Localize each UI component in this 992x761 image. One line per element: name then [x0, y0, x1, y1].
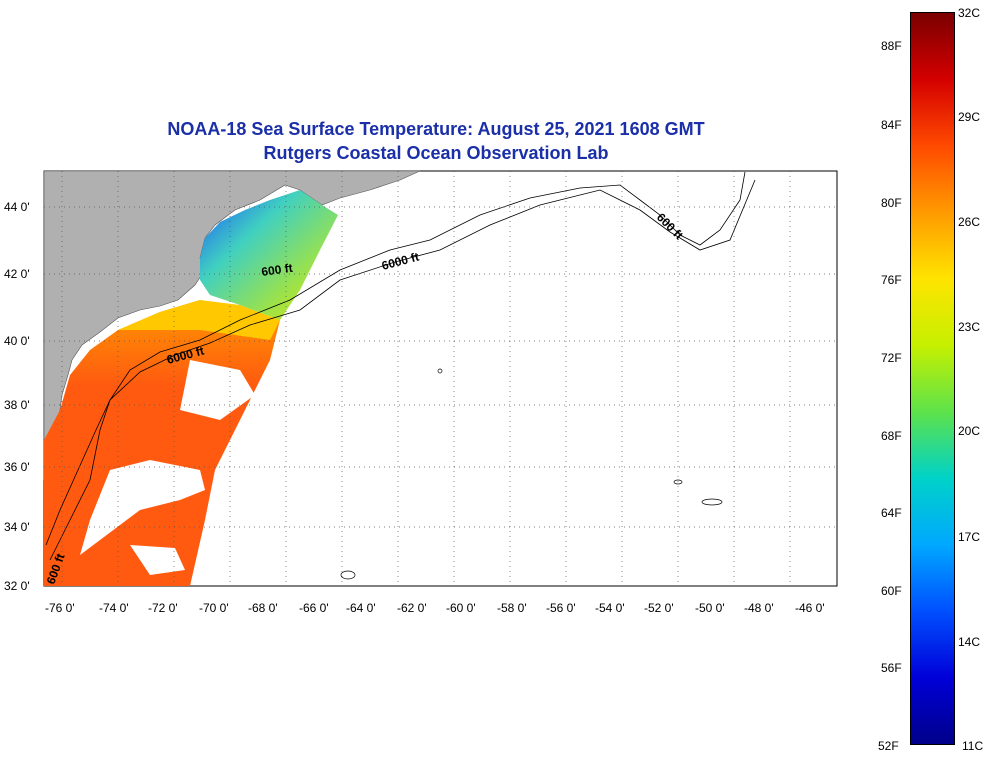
cbar-f-label: 76F: [881, 273, 902, 287]
contour-6000ft: [45, 179, 756, 546]
lat-tick: 36 0': [4, 460, 30, 474]
lat-tick: 40 0': [4, 334, 30, 348]
lon-tick: -62 0': [397, 601, 427, 615]
cbar-f-label: 52F: [878, 739, 899, 753]
cbar-f-label: 80F: [881, 196, 902, 210]
cbar-c-label: 32C: [958, 6, 981, 20]
lon-tick: -70 0': [199, 601, 229, 615]
lon-tick: -46 0': [795, 601, 825, 615]
temperature-colorbar: [910, 12, 955, 745]
lat-tick: 38 0': [4, 398, 30, 412]
map-subtitle: Rutgers Coastal Ocean Observation Lab: [263, 143, 609, 163]
lon-tick: -56 0': [546, 601, 576, 615]
lon-tick: -74 0': [99, 601, 129, 615]
lon-tick: -52 0': [644, 601, 674, 615]
lon-tick: -64 0': [346, 601, 376, 615]
lon-tick: -66 0': [299, 601, 329, 615]
lat-axis: 44 0' 42 0' 40 0' 38 0' 36 0' 34 0' 32 0…: [4, 200, 30, 593]
lat-tick: 32 0': [4, 579, 30, 593]
lon-tick: -76 0': [45, 601, 75, 615]
cbar-f-label: 68F: [881, 429, 902, 443]
cbar-c-label: 29C: [958, 110, 981, 124]
lon-axis: -76 0' -74 0' -72 0' -70 0' -68 0' -66 0…: [45, 601, 825, 615]
lat-tick: 42 0': [4, 267, 30, 281]
lon-tick: -48 0': [744, 601, 774, 615]
lon-tick: -50 0': [695, 601, 725, 615]
contour-600ft: [49, 171, 746, 561]
cbar-f-label: 56F: [881, 661, 902, 675]
sst-cool-swath: [200, 190, 338, 320]
sst-map: 600 ft 6000 ft 6000 ft 600 ft 600 ft 44 …: [4, 170, 838, 615]
map-title: NOAA-18 Sea Surface Temperature: August …: [167, 119, 705, 139]
cbar-f-label: 88F: [881, 39, 902, 53]
cbar-c-label: 26C: [958, 215, 981, 229]
cbar-c-label: 23C: [958, 320, 981, 334]
cbar-f-label: 64F: [881, 506, 902, 520]
cbar-c-label: 14C: [958, 635, 981, 649]
grid: [44, 171, 837, 586]
cbar-f-label: 60F: [881, 584, 902, 598]
cbar-c-label: 17C: [958, 530, 981, 544]
lat-tick: 34 0': [4, 520, 30, 534]
cbar-f-label: 72F: [881, 351, 902, 365]
lon-tick: -58 0': [497, 601, 527, 615]
cbar-c-label: 11C: [962, 739, 984, 753]
lon-tick: -68 0': [248, 601, 278, 615]
cbar-c-label: 20C: [958, 424, 981, 438]
lon-tick: -54 0': [595, 601, 625, 615]
lon-tick: -60 0': [446, 601, 476, 615]
lon-tick: -72 0': [148, 601, 178, 615]
cbar-f-label: 84F: [881, 118, 902, 132]
contour-label-1: 600 ft: [260, 261, 293, 279]
lat-tick: 44 0': [4, 200, 30, 214]
